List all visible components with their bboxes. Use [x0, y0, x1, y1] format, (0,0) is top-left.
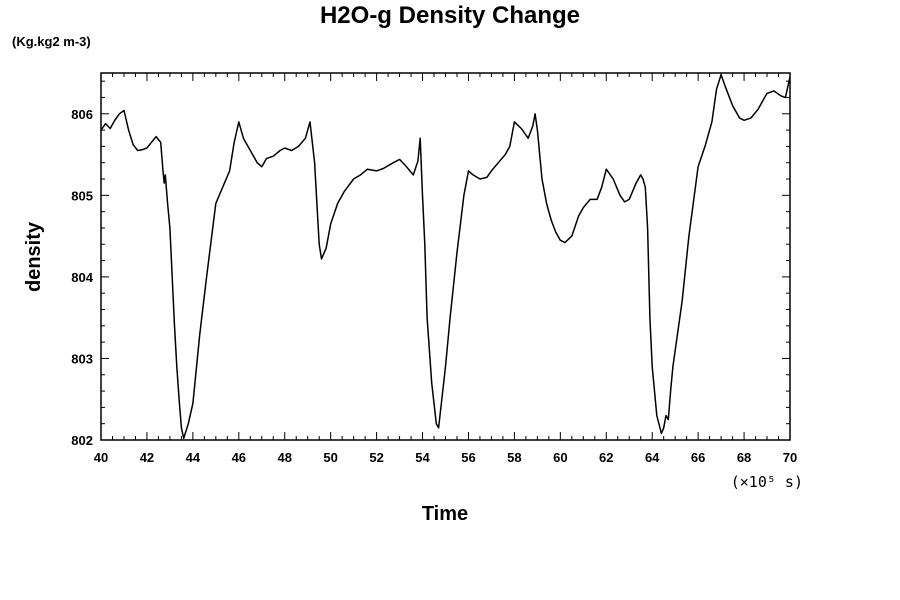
chart-title: H2O-g Density Change	[319, 2, 581, 29]
series-line	[100, 73, 791, 440]
y-axis-title: density	[23, 221, 45, 292]
x-tick-labels: 40 42 44 46 48 50 52 54 56 58 60 62 64 66 68 70	[94, 450, 797, 465]
x-tick-label: 60	[553, 450, 567, 465]
x-tick-label: 50	[323, 450, 337, 465]
x-tick-label: 40	[94, 450, 108, 465]
y-tick-label: 806	[71, 107, 93, 122]
x-axis-title: Time	[422, 503, 468, 525]
x-tick-label: 52	[369, 450, 383, 465]
y-tick-label: 802	[71, 433, 93, 448]
x-tick-label: 70	[783, 450, 797, 465]
x-tick-label: 62	[599, 450, 613, 465]
y-tick-label: 803	[71, 351, 93, 366]
x-tick-label: 44	[186, 450, 201, 465]
x-tick-label: 58	[507, 450, 521, 465]
x-tick-label: 66	[691, 450, 705, 465]
x-scale-label: (×10⁵ s)	[731, 473, 803, 491]
y-tick-labels: 802 803 804 805 806	[71, 107, 93, 448]
x-tick-label: 48	[277, 450, 291, 465]
unit-label: (Kg.kg2 m-3)	[12, 34, 91, 49]
x-tick-label: 56	[461, 450, 475, 465]
x-tick-label: 68	[737, 450, 751, 465]
plot-frame	[100, 72, 791, 441]
x-tick-label: 64	[645, 450, 660, 465]
y-tick-label: 804	[71, 270, 93, 285]
x-tick-label: 54	[415, 450, 430, 465]
y-tick-label: 805	[71, 188, 93, 203]
x-tick-label: 46	[232, 450, 246, 465]
x-tick-label: 42	[140, 450, 154, 465]
